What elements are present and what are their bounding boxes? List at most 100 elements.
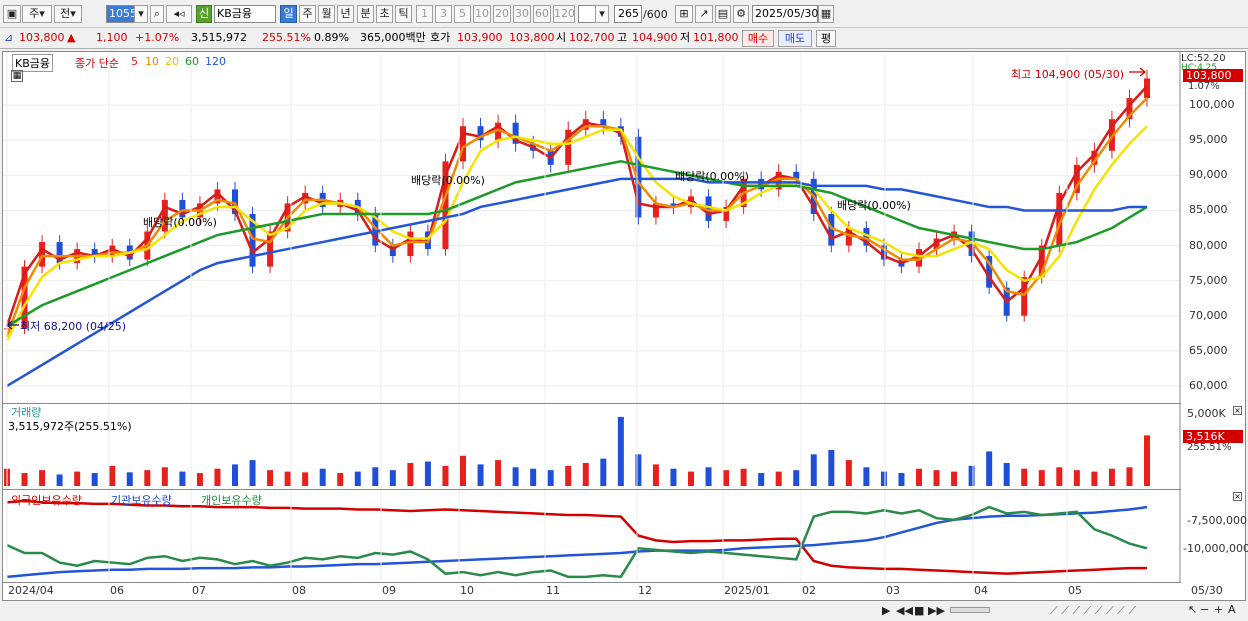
pane-divider[interactable] [3,403,1181,404]
save-icon[interactable]: ▤ [715,5,731,23]
minute-3[interactable]: 3 [435,5,452,23]
period-select[interactable]: 주▾ [22,5,52,23]
x-axis-label: 06 [110,584,124,597]
minute-30[interactable]: 30 [513,5,531,23]
x-axis-label: 11 [546,584,560,597]
close-icon[interactable]: × [1233,406,1242,415]
interval-month[interactable]: 월 [318,5,335,23]
candle-body [635,136,642,218]
interval-week[interactable]: 주 [299,5,316,23]
volume-bar [600,458,607,486]
grid-icon[interactable]: ▦ [11,70,23,82]
auto-icon[interactable]: A [1228,603,1236,616]
candle-body [109,245,116,257]
x-axis-label: 02 [802,584,816,597]
stock-name-field[interactable]: KB금융 [214,5,276,23]
volume-bar [635,454,642,486]
dividend-annotation: 배당락(0.00%) [837,199,911,212]
interval-tick[interactable]: 틱 [395,5,412,23]
new-badge[interactable]: 신 [196,5,212,23]
high-arrow-icon [1129,67,1146,77]
high-annotation: 최고 104,900 (05/30) [1011,68,1125,81]
gear-icon[interactable]: ⚙ [733,5,749,23]
x-axis-label: 12 [638,584,652,597]
volume-bar [424,461,431,486]
candle-body [407,231,414,257]
buy-button[interactable]: 매수 [742,30,774,47]
sell-button[interactable]: 매도 [778,30,812,47]
volume-value: 3,515,972 [191,31,247,44]
forward-icon[interactable]: ▶▶ [928,604,945,617]
play-icon[interactable]: ▶ [882,604,891,617]
draw-tools[interactable]: ⟋ ⟋ ⟋ ⟋ ⟋ ⟋ ⟋ ⟋ [1050,604,1137,617]
hc-label: HC:4.25 [1181,63,1218,73]
calendar-icon[interactable]: ▦ [818,5,834,23]
interval-day[interactable]: 일 [280,5,297,23]
quote-bar: ⊿ 103,800 ▲ 1,100 +1.07% 3,515,972 255.5… [0,28,1248,49]
foreign-holding-title[interactable]: 외국인보유수량 [11,494,82,507]
legend-ma-5[interactable]: 5 [131,55,138,68]
legend-ma-20[interactable]: 20 [165,55,179,68]
code-dropdown-button[interactable]: ▾ [134,5,148,23]
layout-icon[interactable]: ▣ [3,5,21,23]
legend-stock-name[interactable]: KB금융 [12,54,53,72]
volume-bar [407,462,414,486]
adjust-select[interactable]: 전▾ [54,5,82,23]
count-input[interactable]: 265 [614,5,642,23]
stop-icon[interactable]: ■ [914,604,925,617]
minute-120[interactable]: 120 [553,5,575,23]
chart-canvas [3,52,1181,582]
legend-ma-title[interactable]: 종가 단순 [75,57,119,70]
sound-icon[interactable]: ◂◃ [166,5,192,23]
interval-year[interactable]: 년 [337,5,354,23]
indicator-icon[interactable]: ⊞ [675,5,693,23]
draw-tool-icon[interactable]: ↗ [695,5,713,23]
volume-bar [1126,467,1133,486]
interval-second[interactable]: 초 [376,5,393,23]
chart-area[interactable]: KB금융 종가 단순 5 10 20 60 120 ▦ 최고 104,900 (… [2,51,1248,601]
x-axis-end: 05/30 [1191,584,1223,597]
volume-bar [530,468,537,486]
ma-line-20 [5,125,1148,341]
volume-axis-max: 5,000K [1187,407,1226,420]
minute-10[interactable]: 10 [473,5,491,23]
minus-icon[interactable]: − [1200,603,1210,616]
volume-title[interactable]: 거래량 [11,406,42,419]
candle-body [1144,78,1150,99]
minute-60[interactable]: 60 [533,5,551,23]
rewind-icon[interactable]: ◀◀ [896,604,913,617]
plus-icon[interactable]: + [1214,603,1224,616]
price-axis-label: 80,000 [1189,238,1228,252]
volume-bar [810,454,817,486]
candle-body [845,228,852,246]
period-label: 주 [29,7,40,20]
date-input[interactable]: 2025/05/30 [752,5,818,23]
scroll-slider[interactable] [950,607,990,613]
custom-interval-dropdown[interactable]: ▾ [595,5,609,23]
average-button[interactable]: 평 [816,30,836,47]
pane-divider[interactable] [3,489,1181,490]
candle-body [389,245,396,257]
close-icon[interactable]: × [1233,492,1242,501]
open-price: 102,700 [569,31,615,44]
bid-label: 호가 [430,31,451,44]
zoom-out-icon[interactable]: ↖ [1188,603,1198,616]
candle-body [688,196,694,207]
minute-5[interactable]: 5 [454,5,471,23]
institution-holding-title[interactable]: 기관보유수량 [111,494,172,507]
volume-bar [863,467,870,486]
minute-20[interactable]: 20 [493,5,511,23]
volume-bar [337,473,344,486]
legend-ma-120[interactable]: 120 [205,55,226,68]
volume-bar [652,464,659,486]
trade-amount: 365,000백만 [360,31,426,44]
legend-ma-10[interactable]: 10 [145,55,159,68]
minute-1[interactable]: 1 [416,5,433,23]
legend-ma-60[interactable]: 60 [185,55,199,68]
individual-holding-title[interactable]: 개인보유수량 [201,494,262,507]
candle-body [916,249,922,267]
candle-body [232,189,238,214]
interval-minute[interactable]: 분 [357,5,374,23]
code-input[interactable]: 105560 [106,5,151,23]
search-icon[interactable]: ⌕ [150,5,164,23]
